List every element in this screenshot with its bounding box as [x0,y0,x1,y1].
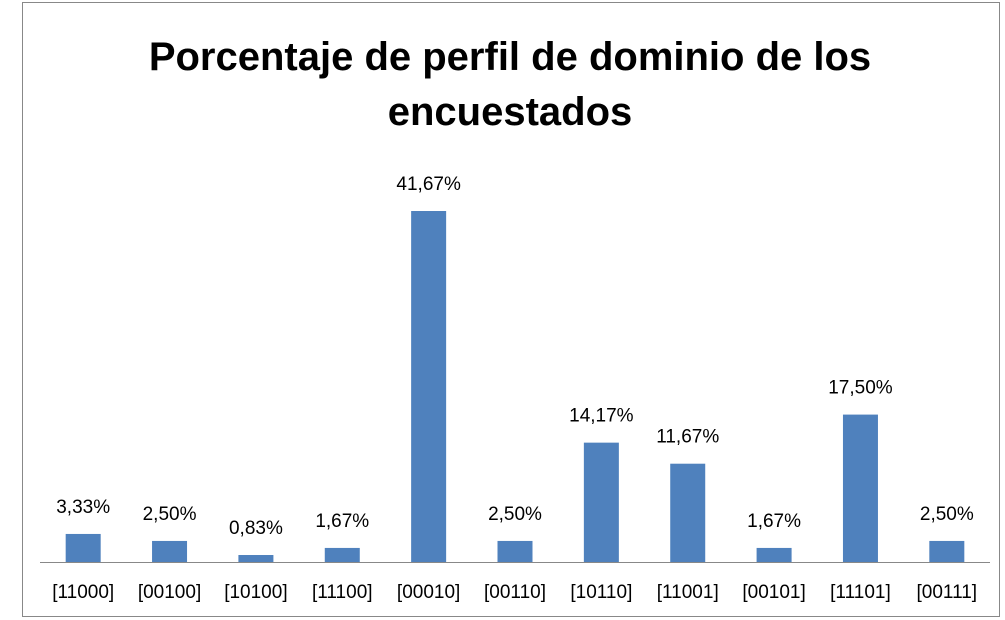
bar [324,547,360,562]
x-tick-label: [00010] [397,582,460,603]
x-tick-label: [10110] [570,582,632,603]
chart-title: Porcentaje de perfil de dominio de los e… [148,35,872,134]
bar [670,463,706,562]
bar [756,547,792,562]
bar [65,533,101,562]
data-label: 2,50% [143,504,197,525]
x-tick-label: [10100] [224,582,287,603]
x-tick-label: [00101] [742,582,805,603]
bar [497,540,533,562]
data-label: 11,67% [656,427,719,448]
x-tick-label: [00111] [917,582,978,603]
data-label: 1,67% [747,511,801,532]
data-label: 1,67% [315,511,369,532]
x-tick-label: [11001] [657,582,719,603]
bar [929,540,965,562]
x-tick-label: [11101] [830,582,891,603]
bar [842,414,878,562]
data-label: 3,33% [56,497,110,518]
data-label: 2,50% [488,504,542,525]
x-tick-label: [00110] [484,582,546,603]
data-label: 41,67% [396,174,461,195]
bar [152,540,188,562]
chart-frame [22,2,1000,617]
data-label: 17,50% [828,378,893,399]
x-tick-label: [11000] [52,582,114,603]
x-tick-label: [11100] [312,582,373,603]
bar [238,555,274,562]
bar [411,211,447,562]
data-label: 2,50% [920,504,974,525]
data-label: 14,17% [569,406,634,427]
x-tick-label: [00100] [138,582,201,603]
data-label: 0,83% [229,518,283,539]
bar [583,442,619,562]
